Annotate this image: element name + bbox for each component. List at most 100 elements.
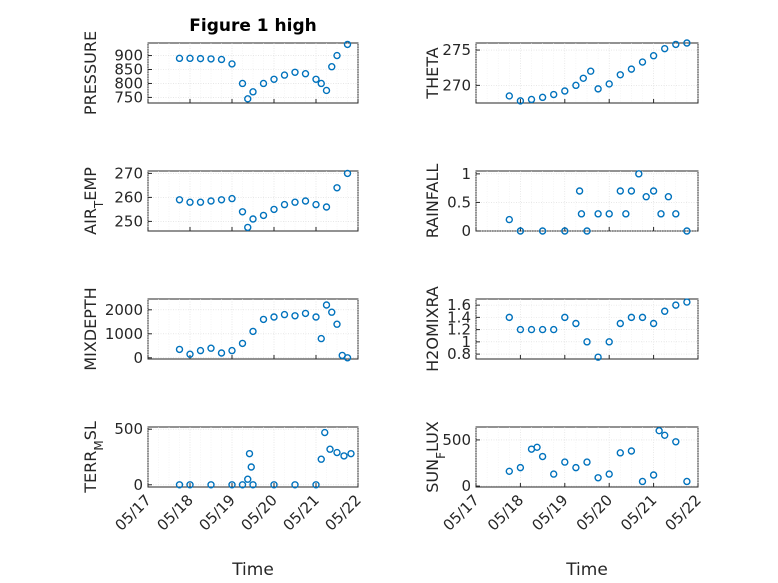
y-tick-label: 850: [114, 61, 143, 79]
data-point: [638, 477, 647, 486]
data-point: [186, 481, 194, 489]
data-point: [196, 54, 205, 63]
data-point: [217, 349, 226, 357]
data-point: [516, 227, 525, 235]
data-point: [594, 85, 602, 93]
data-point: [594, 353, 602, 361]
data-point: [249, 481, 257, 489]
data-point: [343, 354, 352, 362]
data-point: [196, 198, 205, 206]
data-point: [259, 79, 268, 88]
data-point: [657, 210, 665, 218]
data-point: [627, 313, 636, 322]
data-point: [550, 90, 558, 99]
data-point: [291, 481, 299, 489]
y-tick-label: 1.2: [447, 321, 471, 339]
y-tick-label: 0: [133, 476, 143, 494]
data-point: [291, 312, 299, 320]
data-point: [638, 313, 647, 322]
data-point: [291, 198, 299, 206]
data-point: [627, 65, 636, 73]
y-axis-label: SUNFLUX: [423, 421, 448, 493]
data-point: [587, 67, 595, 75]
data-point: [217, 196, 226, 204]
data-point: [649, 52, 658, 60]
data-point: [661, 44, 669, 53]
x-tick-label: 05/17: [112, 491, 155, 534]
data-point: [577, 210, 586, 218]
data-point: [244, 95, 252, 103]
data-point: [326, 445, 334, 453]
y-tick-label: 1000: [105, 325, 143, 343]
data-point: [538, 452, 547, 461]
data-point: [207, 55, 215, 63]
data-point: [328, 63, 336, 71]
data-point: [579, 74, 587, 82]
x-tick-label: 05/20: [238, 491, 281, 534]
y-axis-label: TERRMSL: [81, 421, 106, 494]
data-point: [322, 86, 331, 95]
chart-title: Figure 1 high: [189, 16, 317, 36]
data-point: [583, 338, 591, 346]
data-point: [312, 481, 320, 489]
data-point: [572, 81, 580, 90]
data-point: [505, 92, 513, 100]
y-tick-label: 1.4: [447, 308, 471, 326]
data-point: [672, 40, 680, 49]
data-point: [527, 325, 536, 334]
data-point: [627, 447, 636, 455]
data-point: [317, 79, 325, 88]
data-point: [207, 197, 215, 205]
data-point: [247, 463, 255, 471]
y-tick-label: 270: [442, 76, 471, 94]
data-point: [186, 54, 194, 63]
x-tick-label: 05/20: [573, 491, 616, 534]
data-point: [672, 301, 680, 309]
data-point: [616, 319, 624, 328]
data-point: [312, 200, 320, 209]
data-point: [244, 223, 252, 232]
data-point: [605, 80, 613, 88]
data-point: [649, 471, 658, 479]
data-point: [594, 474, 602, 482]
data-point: [340, 452, 348, 460]
data-point: [572, 319, 580, 328]
data-point: [343, 40, 352, 49]
data-point: [312, 75, 320, 83]
data-point: [280, 200, 289, 209]
data-point: [175, 54, 184, 63]
data-point: [505, 467, 513, 476]
data-point: [207, 481, 215, 489]
y-axis-label: RAINFALL: [423, 164, 442, 239]
x-axis-label: Time: [231, 560, 274, 580]
data-point: [672, 210, 680, 218]
data-point: [244, 475, 252, 483]
y-axis-label: PRESSURE: [81, 31, 100, 115]
data-point: [280, 71, 289, 79]
x-tick-label: 05/18: [484, 491, 527, 534]
y-tick-label: 2000: [105, 301, 143, 319]
data-point: [186, 350, 194, 358]
x-tick-label: 05/22: [662, 491, 705, 534]
data-point: [238, 208, 247, 216]
data-point: [649, 187, 658, 195]
data-point: [322, 301, 331, 309]
data-point: [516, 325, 525, 334]
data-point: [301, 69, 310, 78]
data-point: [328, 308, 336, 316]
data-point: [550, 470, 558, 478]
y-tick-label: 0: [461, 477, 471, 495]
data-point: [317, 455, 325, 463]
data-point: [672, 438, 680, 446]
data-point: [249, 215, 257, 223]
data-point: [301, 197, 310, 205]
data-point: [649, 319, 658, 328]
data-point: [550, 325, 558, 334]
data-point: [527, 95, 536, 104]
y-tick-label: 0: [461, 222, 471, 240]
data-point: [561, 458, 569, 466]
data-point: [605, 338, 613, 346]
